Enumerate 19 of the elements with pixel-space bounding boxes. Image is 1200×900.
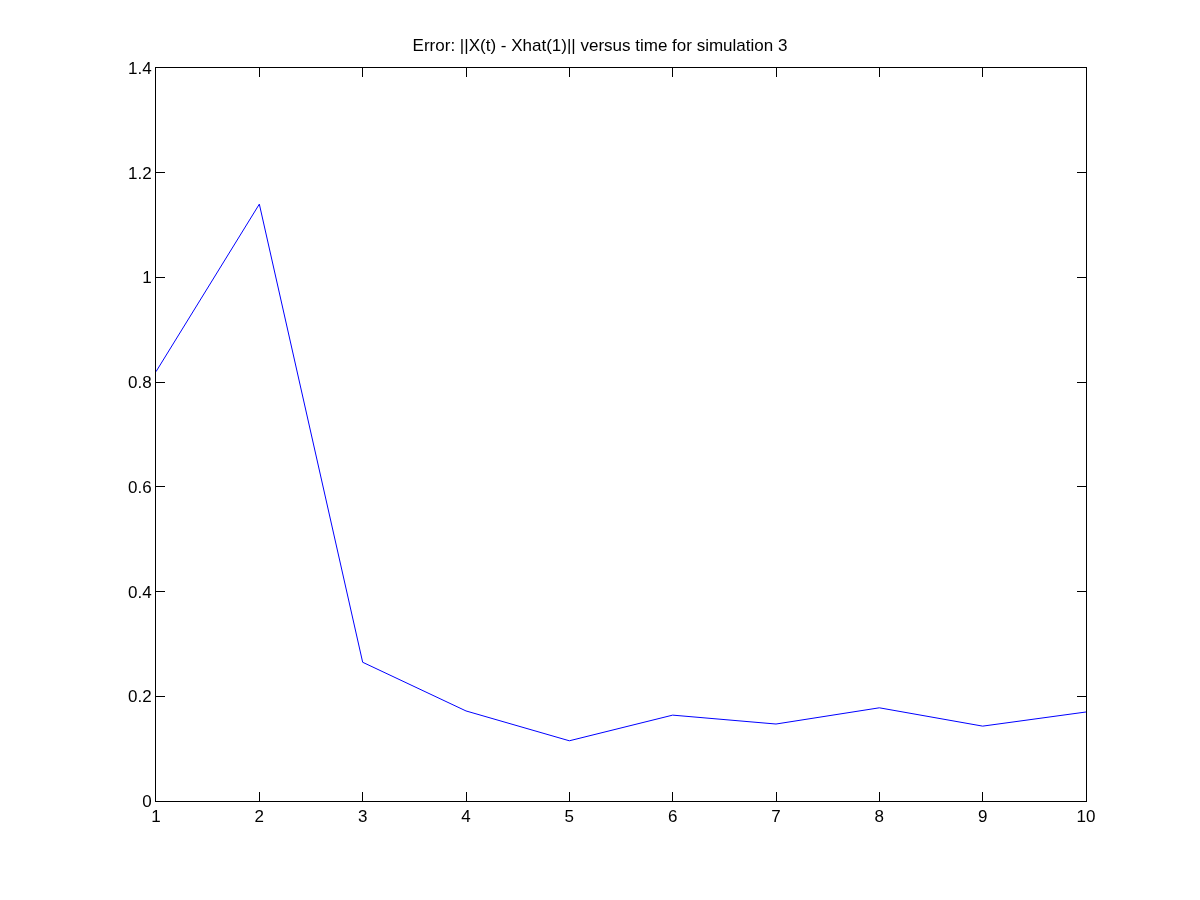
x-tick-label: 9 <box>977 807 988 827</box>
y-tick-label: 0.2 <box>127 687 152 707</box>
x-tick-label: 7 <box>771 807 781 827</box>
x-tick-label: 3 <box>357 807 368 827</box>
y-tick-label: 0.6 <box>127 477 152 497</box>
x-tick-label: 5 <box>564 807 575 827</box>
y-tick-label: 0.8 <box>127 373 152 393</box>
x-tick-label: 6 <box>667 807 678 827</box>
x-tick-label: 10 <box>1076 807 1096 827</box>
y-tick-label: 1 <box>142 268 152 288</box>
chart-title: Error: ||X(t) - Xhat(1)|| versus time for simulation 3 <box>412 35 788 55</box>
line-series <box>156 203 1086 742</box>
y-tick-label: 0.4 <box>127 582 152 602</box>
y-tick-label: 1.2 <box>127 163 152 183</box>
x-tick-label: 4 <box>461 807 471 827</box>
x-tick-label: 2 <box>254 807 265 827</box>
x-tick-label: 8 <box>874 807 885 827</box>
y-tick-label: 0 <box>142 791 152 811</box>
y-tick-label: 1.4 <box>127 58 152 78</box>
